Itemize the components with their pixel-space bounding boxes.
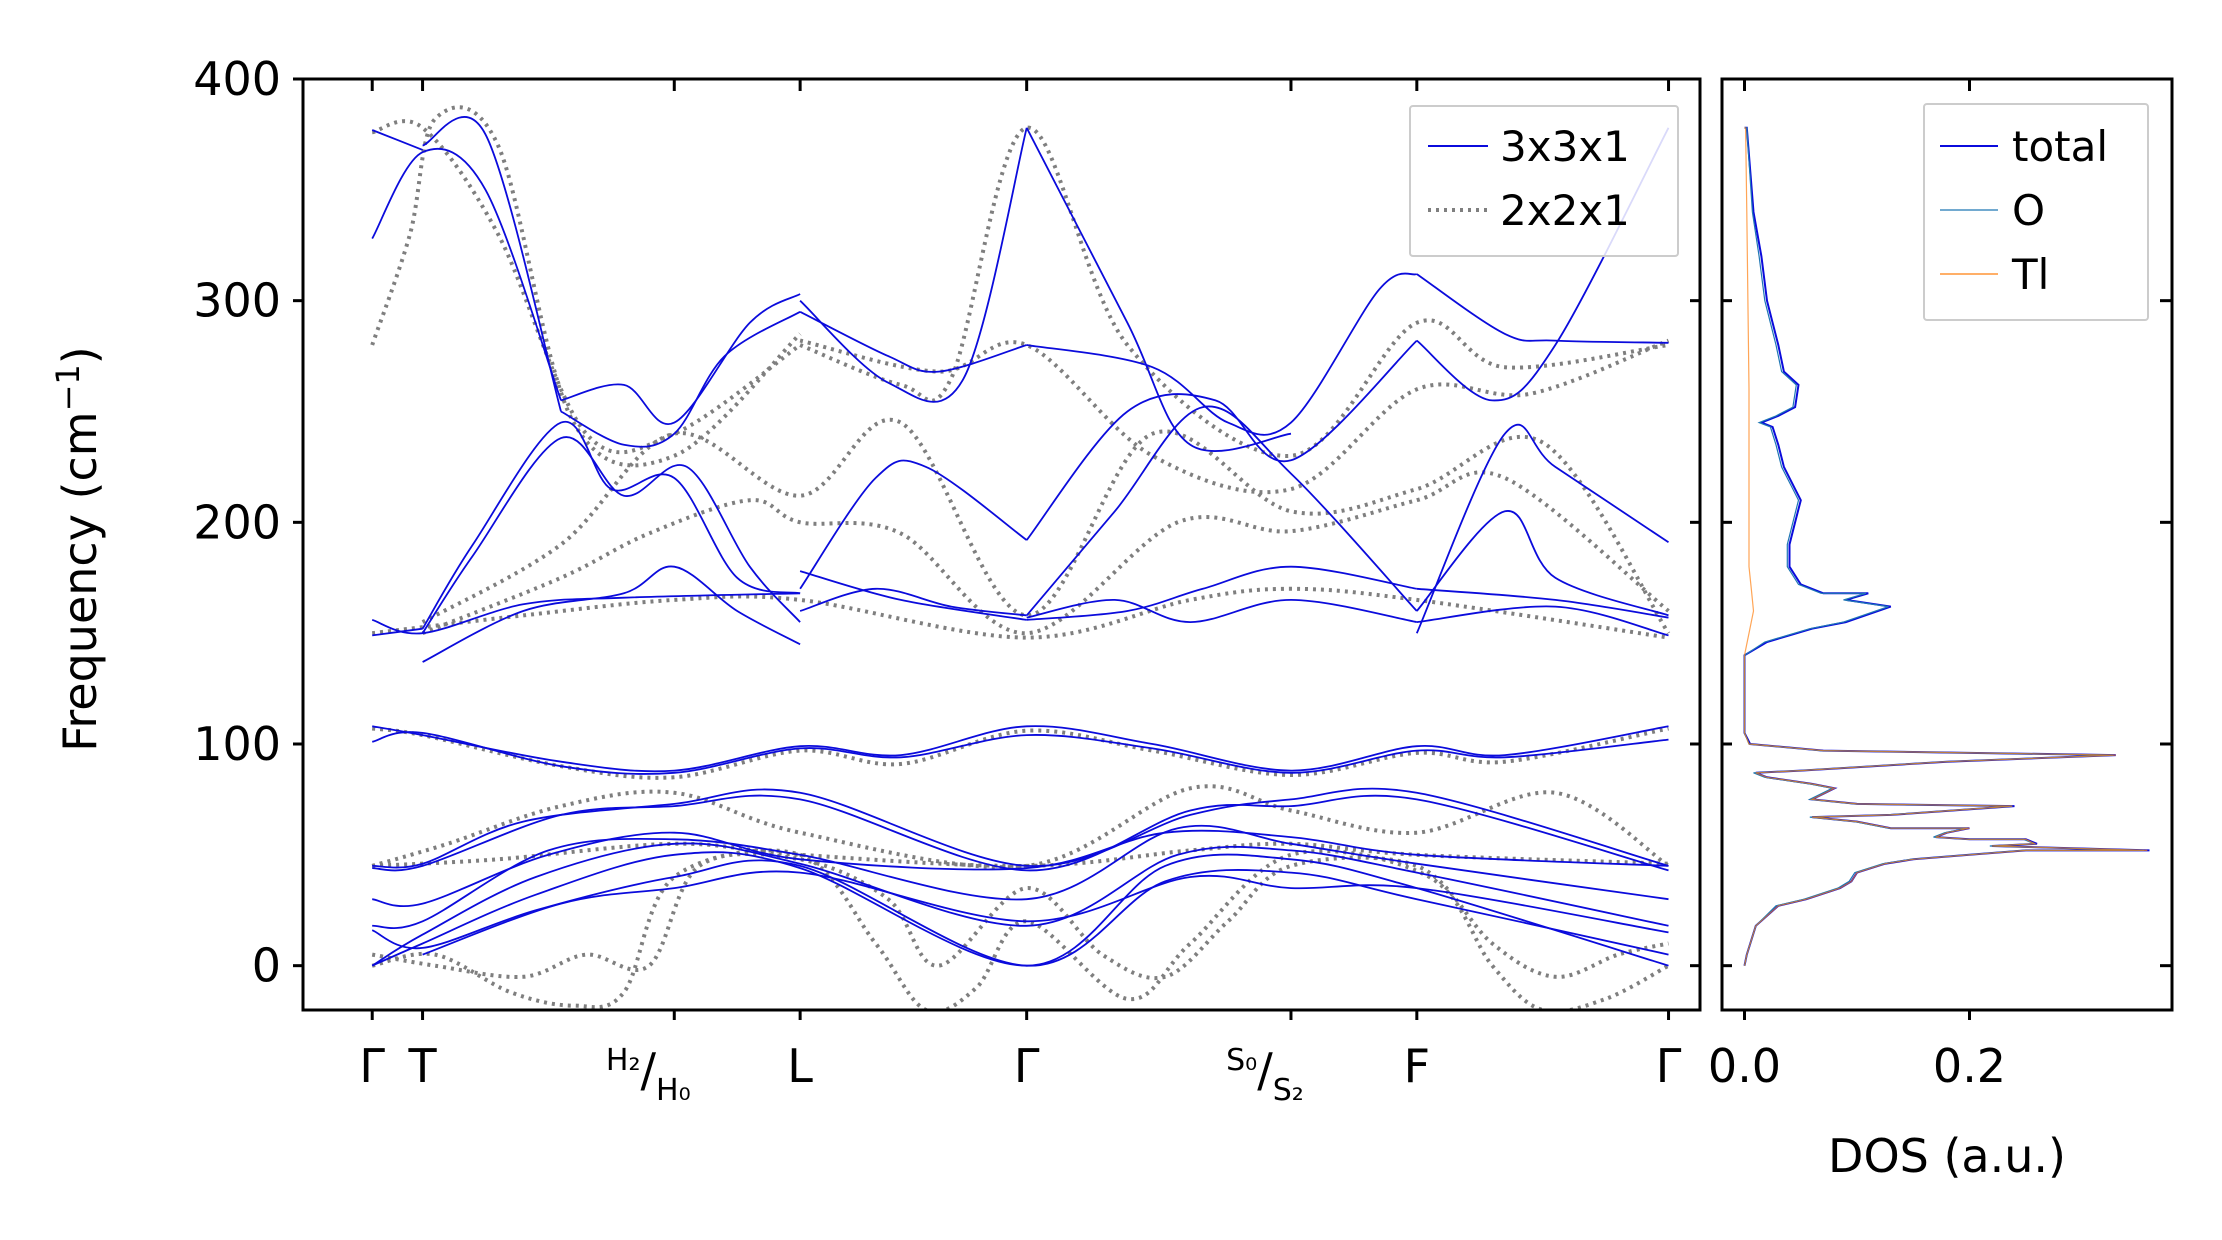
- k-label-slash: /: [1257, 1043, 1273, 1097]
- band-branch-2x2x1-8: [372, 786, 1668, 867]
- ylabel-superscript: −1: [49, 364, 87, 411]
- band-branch-3x3x1-19: [1027, 567, 1417, 620]
- k-tick-label-6: F: [1404, 1039, 1430, 1093]
- y-tick-label-300: 300: [193, 274, 281, 328]
- band-branch-3x3x1-10: [800, 312, 1027, 372]
- band-branch-3x3x1-0: [372, 130, 422, 150]
- k-label-sup: S₀: [1226, 1043, 1257, 1078]
- k-tick-label-4: Γ: [1014, 1039, 1040, 1093]
- k-label-slash: /: [641, 1043, 657, 1097]
- band-branch-3x3x1-31: [372, 831, 1668, 906]
- legend-label-2x2x1: 2x2x1: [1500, 186, 1630, 235]
- band-branch-3x3x1-25: [1417, 589, 1669, 618]
- dos-x-axis-label: DOS (a.u.): [1828, 1129, 2066, 1183]
- band-legend: 3x3x1 2x2x1: [1410, 106, 1678, 256]
- phonon-figure: 0100200300400 Γ T H₂/H₀ L Γ S₀/S₂ F Γ Frequency…: [0, 0, 2222, 1240]
- y-tick-label-0: 0: [252, 939, 281, 993]
- k-tick-label-3: L: [787, 1039, 813, 1093]
- band-branch-3x3x1-20: [1027, 600, 1417, 622]
- k-tick-label-7: Γ: [1656, 1039, 1682, 1093]
- legend-label-3x3x1: 3x3x1: [1500, 122, 1630, 171]
- band-branch-3x3x1-32: [372, 826, 1668, 928]
- band-branch-3x3x1-7: [423, 566, 800, 662]
- band-branch-3x3x1-27: [372, 726, 1668, 771]
- band-branch-3x3x1-15: [1027, 128, 1291, 451]
- k-label-sub: H₀: [656, 1073, 691, 1108]
- k-tick-label-1: T: [408, 1039, 438, 1093]
- band-branch-2x2x1-9: [372, 850, 1668, 1012]
- band-branch-2x2x1-0: [372, 107, 800, 465]
- y-tick-label-200: 200: [193, 495, 281, 549]
- k-tick-label-0: Γ: [359, 1039, 385, 1093]
- band-branch-3x3x1-3: [561, 294, 800, 424]
- k-tick-label-2: H₂/H₀: [606, 1043, 691, 1108]
- dos-panel: 0.0 0.2 DOS (a.u.) total O Tl: [1708, 79, 2172, 1183]
- ylabel-close: ): [53, 346, 107, 364]
- band-branch-3x3x1-11: [800, 128, 1027, 402]
- dos-legend-label-O: O: [2012, 186, 2045, 235]
- band-branch-3x3x1-35: [372, 860, 1668, 965]
- k-tick-label-5: S₀/S₂: [1226, 1043, 1304, 1108]
- band-branch-3x3x1-18: [1027, 406, 1417, 615]
- band-branch-2x2x1-11: [372, 844, 1668, 866]
- band-branch-3x3x1-4: [561, 312, 800, 447]
- band-y-axis-label: Frequency (cm−1): [49, 346, 107, 751]
- band-branch-3x3x1-12: [800, 461, 1027, 589]
- band-branch-3x3x1-1: [372, 149, 561, 401]
- ylabel-main: Frequency (cm: [53, 411, 107, 751]
- k-label-sup: H₂: [606, 1043, 641, 1078]
- dos-legend: total O Tl: [1924, 104, 2148, 320]
- band-branch-3x3x1-2: [423, 117, 561, 412]
- dos-x-tick-label-1: 0.2: [1933, 1039, 2006, 1093]
- y-tick-label-100: 100: [193, 717, 281, 771]
- dos-legend-label-total: total: [2012, 122, 2108, 171]
- dos-x-tick-label-0: 0.0: [1708, 1039, 1781, 1093]
- y-tick-label-400: 400: [193, 52, 281, 106]
- k-label-sub: S₂: [1273, 1073, 1304, 1108]
- band-branch-3x3x1-28: [372, 732, 1668, 774]
- band-branch-3x3x1-16: [1027, 273, 1417, 434]
- dos-legend-label-Tl: Tl: [2011, 250, 2049, 299]
- band-branch-3x3x1-17: [1027, 341, 1417, 540]
- band-branch-3x3x1-23: [1417, 425, 1669, 634]
